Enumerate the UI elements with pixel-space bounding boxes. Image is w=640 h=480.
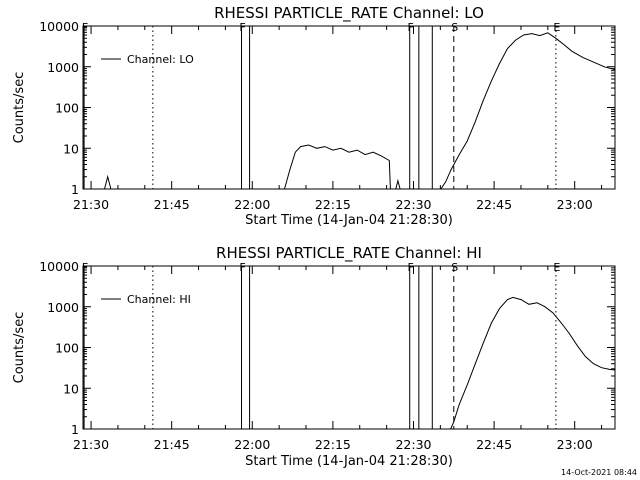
x-tick-label: 22:30: [395, 437, 431, 452]
x-tick-label: 23:00: [557, 437, 593, 452]
x-tick-label: 22:45: [476, 437, 512, 452]
y-tick-label: 10: [63, 141, 79, 156]
y-tick-label: 10000: [39, 19, 79, 34]
flag-label: E: [553, 21, 560, 34]
x-tick-label: 22:15: [315, 197, 351, 212]
flag-label: F: [408, 21, 414, 34]
flag-label: S: [451, 21, 458, 34]
x-tick-label: 22:45: [476, 197, 512, 212]
flag-label: F: [239, 261, 245, 274]
x-tick-label: 21:45: [154, 437, 190, 452]
flag-label: F: [239, 21, 245, 34]
x-tick-label: 22:00: [234, 197, 270, 212]
y-axis-label: Counts/sec: [12, 72, 27, 144]
chart-panel-1: RHESSI PARTICLE_RATE Channel: LO 21:30 21:…: [12, 4, 616, 228]
y-tick-label: 10: [63, 381, 79, 396]
legend-entry-label: Channel: LO: [127, 53, 194, 66]
x-tick-label: 23:00: [557, 197, 593, 212]
y-axis-label: Counts/sec: [12, 312, 27, 384]
x-tick-label: 21:45: [154, 197, 190, 212]
series-line: [284, 144, 391, 190]
flag-label: F: [408, 261, 414, 274]
panels: RHESSI PARTICLE_RATE Channel: LO 21:30 21:…: [12, 4, 616, 469]
footer-timestamp: 14-Oct-2021 08:44: [561, 468, 637, 477]
x-tick-label: 21:30: [73, 437, 109, 452]
x-tick-label: 21:30: [73, 197, 109, 212]
series-line: [450, 296, 616, 430]
x-tick-label: 22:30: [395, 197, 431, 212]
chart-title: RHESSI PARTICLE_RATE Channel: LO: [214, 4, 484, 23]
chart-panel-2: RHESSI PARTICLE_RATE Channel: HI 21:30 21:…: [12, 244, 616, 469]
y-tick-label: 100: [55, 101, 79, 116]
y-tick-label: 100: [55, 341, 79, 356]
y-tick-label: 1000: [47, 300, 79, 315]
series-line: [395, 178, 401, 190]
flag-label: E: [553, 261, 560, 274]
series-line: [440, 32, 616, 190]
flag-label: F: [82, 261, 88, 274]
series-line: [104, 174, 112, 190]
flag-label: F: [82, 21, 88, 34]
chart-title: RHESSI PARTICLE_RATE Channel: HI: [216, 244, 482, 263]
flag-label: S: [451, 261, 458, 274]
x-axis-label: Start Time (14-Jan-04 21:28:30): [245, 454, 453, 469]
y-tick-label: 1: [71, 422, 79, 437]
y-tick-label: 1000: [47, 60, 79, 75]
legend-entry-label: Channel: HI: [127, 293, 191, 306]
y-tick-label: 10000: [39, 259, 79, 274]
x-axis-label: Start Time (14-Jan-04 21:28:30): [245, 213, 453, 228]
x-tick-label: 22:15: [315, 437, 351, 452]
x-tick-label: 22:00: [234, 437, 270, 452]
y-tick-label: 1: [71, 182, 79, 197]
